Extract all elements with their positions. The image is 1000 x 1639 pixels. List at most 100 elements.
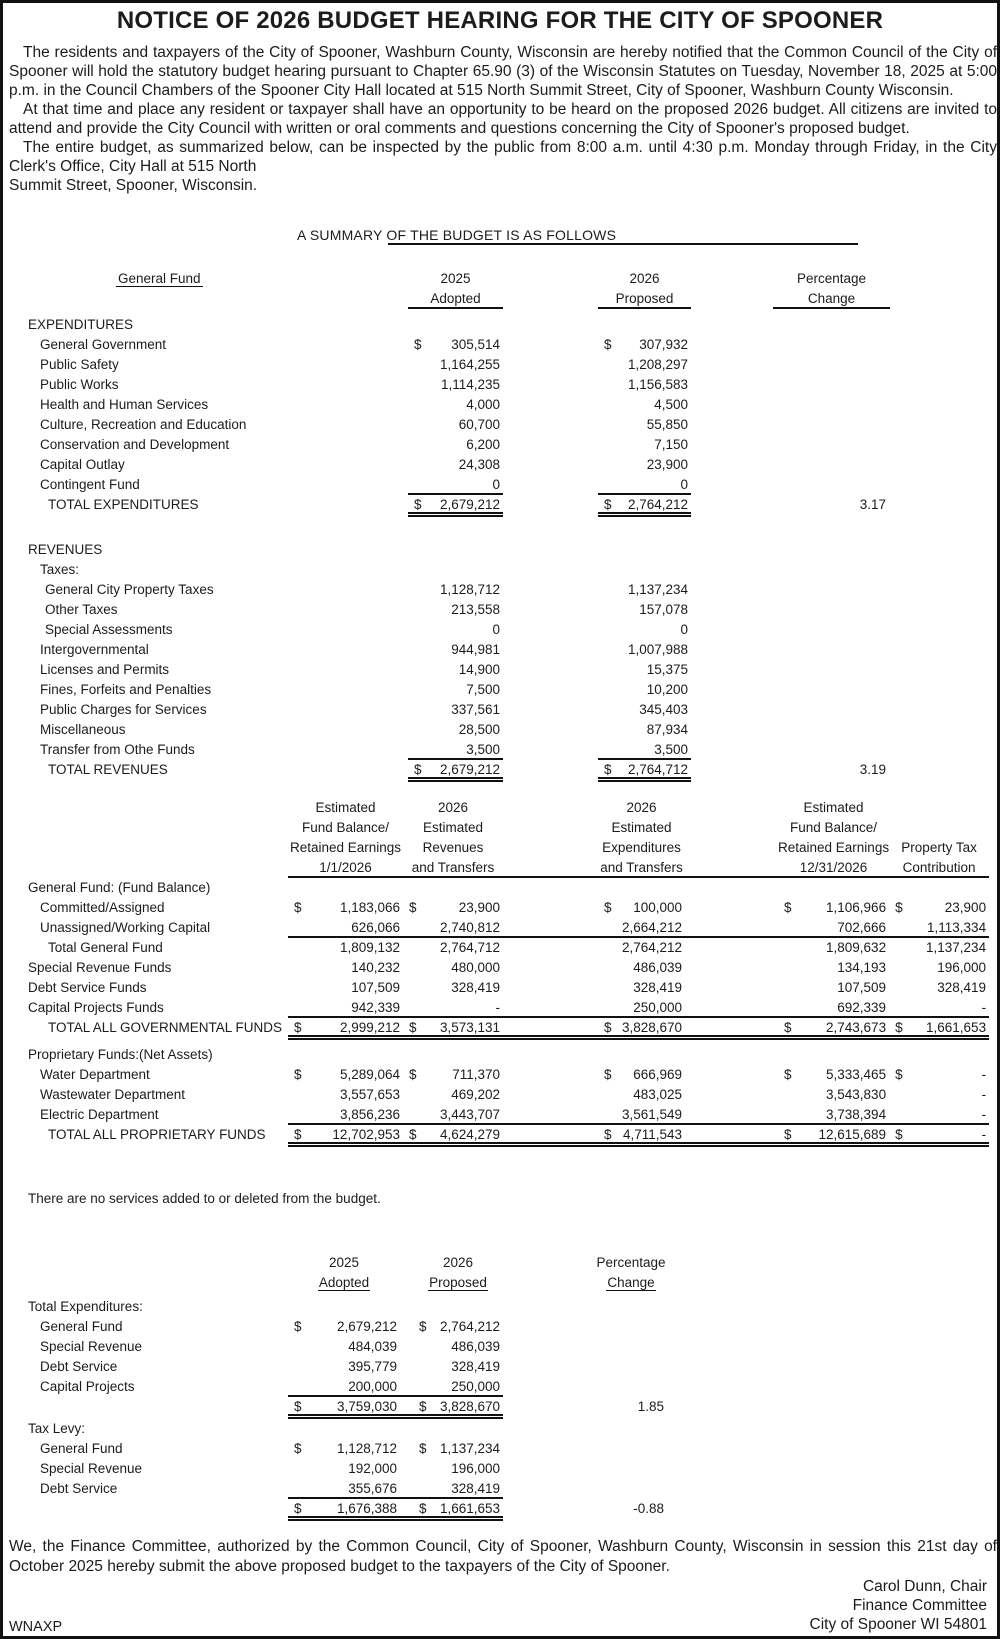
- amount-cell: 140,232: [288, 958, 403, 978]
- amount-cell: $2,679,212: [408, 495, 503, 517]
- spacer-cell: [503, 455, 598, 475]
- table-row: Electric Department 3,856,236 3,443,707 3,5…: [28, 1105, 990, 1125]
- currency-symbol: $: [409, 1127, 417, 1142]
- spacer-cell: [503, 700, 598, 720]
- spacer-cell: [503, 540, 598, 560]
- currency-symbol: $: [294, 1319, 302, 1334]
- spacer-cell: [691, 600, 773, 620]
- amount-value: 192,000: [348, 1461, 397, 1476]
- percentage-cell: [578, 1459, 684, 1479]
- amount-value: 134,193: [837, 960, 887, 975]
- column-header: Fund Balance/: [790, 820, 878, 835]
- amount-value: 0: [680, 477, 688, 492]
- amount-value: 2,664,212: [621, 920, 682, 935]
- amount-cell: $666,969: [598, 1065, 685, 1085]
- table-row: Special Revenue 484,039 486,039: [28, 1337, 684, 1357]
- amount-value: 28,500: [458, 722, 500, 737]
- row-label: Contingent Fund: [40, 477, 140, 492]
- column-header: and Transfers: [598, 858, 685, 878]
- currency-symbol: $: [294, 900, 302, 915]
- percentage-cell: [578, 1377, 684, 1397]
- amount-value: 4,000: [466, 397, 500, 412]
- amount-cell: 942,339: [288, 998, 403, 1018]
- amount-cell: $5,289,064: [288, 1065, 403, 1085]
- row-label: REVENUES: [28, 542, 103, 557]
- amount-value: 3,561,549: [621, 1107, 682, 1122]
- amount-cell: $ -: [889, 1065, 989, 1085]
- amount-value: 3,573,131: [439, 1020, 500, 1035]
- amount-value: 1,137,234: [926, 940, 987, 955]
- amount-cell: -: [889, 1105, 990, 1125]
- amount-value: 3,557,653: [339, 1087, 400, 1102]
- percentage-cell: [773, 600, 890, 620]
- amount-value: 100,000: [633, 900, 682, 915]
- amount-cell: 328,419: [413, 1357, 503, 1377]
- amount-cell: -: [889, 998, 990, 1018]
- table-row: Contingent Fund 0 0: [28, 475, 890, 495]
- percentage-cell: [773, 315, 890, 335]
- amount-cell: [598, 315, 691, 335]
- spacer-cell: [400, 1479, 413, 1499]
- percentage-cell: [578, 1479, 684, 1499]
- amount-cell: 0: [408, 620, 503, 640]
- column-header: Proposed: [428, 1275, 488, 1291]
- amount-cell: 3,738,394: [778, 1105, 890, 1125]
- amount-cell: -: [403, 998, 503, 1018]
- table-row: $3,759,030 $3,828,670 1.85: [28, 1397, 684, 1419]
- spacer-cell: [503, 495, 598, 517]
- amount-value: 1,137,234: [627, 582, 688, 597]
- amount-value: 1,809,132: [339, 940, 400, 955]
- row-label: Taxes:: [40, 562, 80, 577]
- amount-cell: 14,900: [408, 660, 503, 680]
- percentage-cell: [773, 740, 890, 760]
- amount-cell: 87,934: [598, 720, 691, 740]
- amount-cell: $1,676,388: [288, 1499, 400, 1521]
- amount-value: 395,779: [348, 1359, 397, 1374]
- currency-symbol: $: [784, 900, 792, 915]
- amount-cell: 2,740,812: [403, 918, 503, 938]
- amount-value: 345,403: [639, 702, 688, 717]
- currency-symbol: $: [294, 1127, 302, 1142]
- spacer-cell: [503, 1018, 598, 1040]
- amount-value: 1,113,334: [927, 920, 987, 935]
- column-header: 2026: [626, 800, 657, 815]
- amount-value: 2,743,673: [826, 1020, 887, 1035]
- table-header-row: Adopted Proposed Change: [28, 1273, 684, 1293]
- amount-value: 3,738,394: [826, 1107, 887, 1122]
- row-label: EXPENDITURES: [28, 317, 134, 332]
- percentage-cell: [773, 680, 890, 700]
- amount-cell: 6,200: [408, 435, 503, 455]
- spacer-cell: [503, 878, 598, 898]
- column-header: [889, 798, 989, 818]
- column-header: Estimated: [422, 820, 484, 835]
- amount-cell: 328,419: [598, 978, 685, 998]
- column-header: Estimated: [803, 800, 864, 815]
- amount-value: 6,200: [466, 437, 500, 452]
- amount-cell: 157,078: [598, 600, 691, 620]
- spacer-cell: [685, 978, 778, 998]
- amount-cell: 250,000: [598, 998, 685, 1018]
- amount-cell: [288, 1045, 403, 1065]
- column-header: Property Tax: [901, 840, 977, 855]
- currency-symbol: $: [784, 1020, 792, 1035]
- percentage-cell: [773, 415, 890, 435]
- amount-cell: $100,000: [598, 898, 685, 918]
- amount-cell: 702,666: [778, 918, 890, 938]
- row-label: TOTAL EXPENDITURES: [48, 497, 199, 512]
- spacer-cell: [503, 475, 598, 495]
- signature-address: City of Spooner WI 54801: [809, 1616, 988, 1633]
- percentage-cell: [578, 1317, 684, 1337]
- spacer-cell: [503, 1459, 578, 1479]
- amount-value: 3,828,670: [439, 1399, 500, 1414]
- spacer-cell: [503, 375, 598, 395]
- row-label: Other Taxes: [45, 602, 118, 617]
- amount-cell: $12,615,689: [778, 1125, 890, 1147]
- amount-cell: [778, 878, 889, 898]
- amount-cell: 337,561: [408, 700, 503, 720]
- amount-cell: 3,557,653: [288, 1085, 403, 1105]
- spacer-cell: [685, 1065, 778, 1085]
- spacer-cell: [503, 660, 598, 680]
- amount-value: 2,740,812: [439, 920, 500, 935]
- amount-value: 486,039: [451, 1339, 500, 1354]
- amount-cell: 213,558: [408, 600, 503, 620]
